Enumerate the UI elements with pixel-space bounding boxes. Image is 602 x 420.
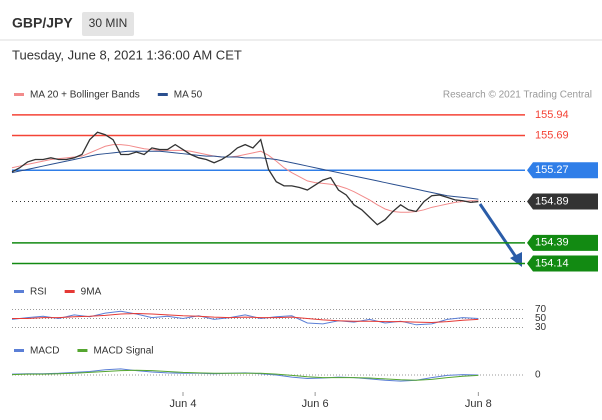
x-tick-label: Jun 6: [302, 398, 329, 410]
timestamp: Tuesday, June 8, 2021 1:36:00 AM CET: [12, 47, 242, 62]
level-box: [527, 193, 598, 210]
level-label: 154.89: [535, 195, 569, 207]
level-label: 154.14: [535, 257, 569, 269]
legend-swatch: [157, 93, 168, 96]
legend-swatch: [14, 290, 24, 293]
level-label: 155.94: [535, 109, 569, 121]
level-box: [527, 162, 598, 179]
legend-label: MA 20 + Bollinger Bands: [30, 90, 140, 101]
level-box: [527, 234, 598, 251]
forecast-arrow: [478, 203, 520, 261]
series-line: [11, 150, 479, 200]
y-tick-label: 30: [535, 322, 547, 333]
legend-swatch: [14, 93, 24, 96]
legend-swatch: [64, 290, 75, 293]
level-label: 155.27: [535, 164, 569, 176]
level-label: 154.39: [535, 237, 569, 249]
attribution: Research © 2021 Trading Central: [443, 90, 592, 101]
x-tick-label: Jun 4: [170, 398, 197, 410]
level-box: [527, 255, 598, 272]
series-line: [11, 369, 479, 381]
level-label: 155.69: [535, 129, 569, 141]
symbol: GBP/JPY: [12, 15, 73, 31]
series-line: [12, 313, 479, 324]
legend-label: MA 50: [174, 90, 203, 101]
interval-label[interactable]: 30 MIN: [89, 16, 128, 30]
interval-button[interactable]: [82, 12, 134, 36]
x-tick-label: Jun 8: [465, 398, 492, 410]
y-tick-label: 70: [535, 304, 547, 315]
legend-label: 9MA: [81, 287, 102, 298]
legend-swatch: [77, 349, 88, 352]
legend-label: RSI: [30, 287, 47, 298]
legend-label: MACD: [30, 346, 59, 357]
legend-label: MACD Signal: [93, 346, 153, 357]
series-line: [11, 144, 479, 213]
legend-swatch: [14, 349, 24, 352]
y-tick-label: 50: [535, 313, 547, 324]
price-line: [11, 131, 479, 226]
y-tick-label: 0: [535, 370, 541, 381]
